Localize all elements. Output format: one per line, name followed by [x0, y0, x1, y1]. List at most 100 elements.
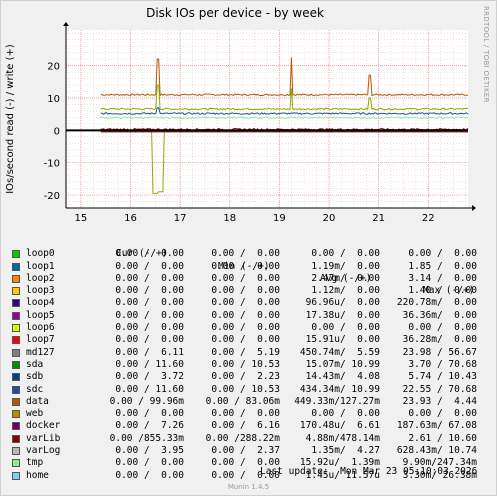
- legend-max: 628.43m/ 10.74: [396, 445, 477, 457]
- legend-avg: 2.47m/ 0.00: [311, 272, 380, 284]
- chart-svg: -20 -10 0 10 20 15 16 17 18 19 20 21 22 IOs/second re…: [5, 22, 476, 224]
- x-tick-label: 18: [223, 213, 236, 224]
- legend-avg: 4.88m/478.14m: [305, 432, 380, 444]
- legend-avg: 1.45u/ 11.57u: [305, 469, 380, 481]
- legend-min: 0.00 / 10.53: [211, 383, 280, 395]
- legend-avg: 434.34m/ 10.99: [299, 383, 380, 395]
- legend-cur: 0.00 / 7.26: [115, 420, 184, 432]
- legend-name: home: [26, 469, 49, 481]
- legend-cur: 0.00 / 99.96m: [109, 395, 184, 407]
- y-tick-label: -20: [44, 191, 60, 202]
- legend-row: loop0 0.00 / 0.00 0.00 / 0.00 0.00 / 0.00 0.…: [12, 248, 477, 260]
- legend-cur: 0.00 / 0.00: [115, 260, 184, 272]
- legend-max: 23.98 / 56.67: [402, 346, 477, 358]
- legend-row: loop6 0.00 / 0.00 0.00 / 0.00 0.00 / 0.00 0.…: [12, 322, 477, 334]
- legend-cur: 0.00 / 0.00: [115, 285, 184, 297]
- legend-row: home 0.00 / 0.00 0.00 / 0.00 1.45u/ 11.57u 3…: [12, 470, 477, 482]
- legend-cur: 0.00 / 11.60: [115, 358, 184, 370]
- legend-max: 1.40 / 0.00: [408, 285, 477, 297]
- legend-row: web 0.00 / 0.00 0.00 / 0.00 0.00 / 0.00 0.00…: [12, 408, 477, 420]
- legend-name: loop4: [26, 297, 55, 309]
- x-tick-label: 19: [273, 213, 286, 224]
- series-write-line: [100, 107, 469, 115]
- legend-swatch: [12, 360, 20, 369]
- legend-avg: 170.48u/ 6.61: [299, 420, 380, 432]
- legend-name: web: [26, 408, 44, 420]
- legend-row: loop2 0.00 / 0.00 0.00 / 0.00 2.47m/ 0.00 3.…: [12, 273, 477, 285]
- legend-cur: 0.00 / 0.00: [115, 272, 184, 284]
- legend-row: varLog 0.00 / 3.95 0.00 / 2.37 1.35m/ 4.27 6…: [12, 445, 477, 457]
- legend-cur: 0.00 / 11.60: [115, 383, 184, 395]
- legend-name: loop1: [26, 260, 55, 272]
- legend-name: loop3: [26, 285, 55, 297]
- series-write-line: [100, 116, 469, 120]
- legend-header-cur: Cur (-/+): [116, 248, 168, 260]
- rrdtool-credit: RRDTOOL / TOBI OETIKER: [482, 6, 490, 103]
- x-tick-label: 16: [124, 213, 137, 224]
- legend-min: 0.00 / 0.00: [211, 408, 280, 420]
- munin-version: Munin 1.4.5: [227, 483, 270, 491]
- legend-min: 0.00 / 2.37: [211, 445, 280, 457]
- legend-min: 0.00 / 83.06m: [205, 395, 280, 407]
- legend-header-min: Min (-/+): [218, 260, 270, 272]
- x-tick-label: 17: [174, 213, 187, 224]
- legend-min: 0.00 /288.22m: [205, 432, 280, 444]
- legend-cur: 0.00 / 0.00: [115, 297, 184, 309]
- legend-cur: 0.00 / 3.95: [115, 445, 184, 457]
- legend-swatch: [12, 287, 20, 296]
- legend-max: 220.78m/ 0.00: [396, 297, 477, 309]
- legend-min: 0.00 / 0.00: [211, 248, 280, 260]
- legend-min: 0.00 / 0.00: [211, 309, 280, 321]
- legend-min: 0.00 / 0.00: [211, 334, 280, 346]
- legend-max: 2.61 / 10.60: [408, 432, 477, 444]
- last-update: Last update: Mon Mar 23 05:10:03 2026: [260, 466, 478, 477]
- legend-header-avg: Avg (-/+): [320, 272, 372, 284]
- legend-row: sdc 0.00 / 11.60 0.00 / 10.53 434.34m/ 10.9…: [12, 384, 477, 396]
- legend-header: Cur (-/+) Min (-/+) Avg (-/+) Max (-/+): [12, 236, 474, 296]
- legend-cur: 0.00 / 0.00: [115, 469, 184, 481]
- x-tick-label: 15: [75, 213, 88, 224]
- legend-name: loop6: [26, 322, 55, 334]
- legend-avg: 96.96u/ 0.00: [305, 297, 380, 309]
- legend-avg: 449.33m/127.27m: [294, 395, 380, 407]
- legend-name: loop2: [26, 272, 55, 284]
- legend-header-max: Max (-/+): [423, 285, 475, 297]
- legend-name: loop0: [26, 248, 55, 260]
- legend-swatch: [12, 324, 20, 333]
- x-tick-label: 20: [323, 213, 336, 224]
- legend-name: sdb: [26, 371, 44, 383]
- legend-swatch: [12, 311, 20, 320]
- legend-row: docker 0.00 / 7.26 0.00 / 6.16 170.48u/ 6.6…: [12, 420, 477, 432]
- y-axis-label: IOs/second read (-) / write (+): [5, 44, 16, 194]
- y-axis-arrow: [63, 22, 69, 26]
- legend-row: md127 0.00 / 6.11 0.00 / 5.19 450.74m/ 5.59…: [12, 347, 477, 359]
- legend-max: 5.74 / 10.43: [408, 371, 477, 383]
- legend-name: varLib: [26, 432, 61, 444]
- legend-avg: 1.12m/ 0.00: [311, 285, 380, 297]
- legend-row: sdb 0.00 / 3.72 0.00 / 2.23 14.43m/ 4.08 5.7…: [12, 371, 477, 383]
- legend-swatch: [12, 336, 20, 345]
- legend-row: varLib 0.00 /855.33m 0.00 /288.22m 4.88m/47…: [12, 433, 477, 445]
- legend-name: data: [26, 395, 49, 407]
- legend-row: data 0.00 / 99.96m 0.00 / 83.06m 449.33m/12…: [12, 396, 477, 408]
- legend-row: loop5 0.00 / 0.00 0.00 / 0.00 17.38u/ 0.00 3…: [12, 310, 477, 322]
- legend-min: 0.00 / 0.00: [211, 322, 280, 334]
- legend-avg: 1.19m/ 0.00: [311, 260, 380, 272]
- legend-cur: 0.00 / 0.00: [115, 408, 184, 420]
- legend-name: docker: [26, 420, 61, 432]
- legend-avg: 14.43m/ 4.08: [305, 371, 380, 383]
- legend-max: 36.36m/ 0.00: [402, 309, 477, 321]
- legend-cur: 0.00 / 0.00: [115, 322, 184, 334]
- legend-min: 0.00 / 0.00: [211, 260, 280, 272]
- x-axis-arrow: [472, 205, 476, 211]
- legend-min: 0.00 / 0.00: [211, 272, 280, 284]
- x-tick-label: 22: [422, 213, 435, 224]
- legend-swatch: [12, 385, 20, 394]
- y-tick-label: -10: [44, 159, 60, 170]
- plot-area: [66, 30, 468, 208]
- legend-max: 0.00 / 0.00: [408, 408, 477, 420]
- legend-max: 187.63m/ 67.08: [396, 420, 477, 432]
- legend-max: 23.93 / 4.44: [402, 395, 477, 407]
- legend-min: 0.00 / 0.00: [211, 457, 280, 469]
- legend-max: 1.85 / 0.00: [408, 260, 477, 272]
